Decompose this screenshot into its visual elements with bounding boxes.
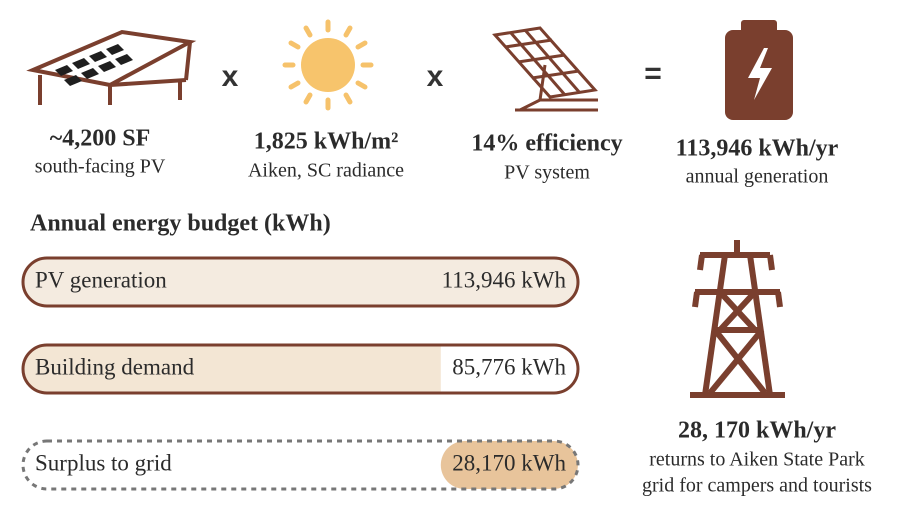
factor-label: ~4,200 SF [50,126,151,152]
solar-roof-icon [26,29,197,105]
bar-label: Surplus to grid [35,450,172,475]
factor-caption: Aiken, SC radiance [248,160,404,182]
bar-label: Building demand [35,354,195,379]
result-caption: annual generation [686,166,829,188]
grid-note-line: returns to Aiken State Park [649,449,865,471]
bar-label: PV generation [35,267,167,292]
bar-fill [440,441,578,489]
operator: x [427,60,444,93]
tower-icon [690,240,785,398]
sun-icon [282,19,374,111]
bar-value: 113,946 kWh [442,267,567,292]
grid-note-label: 28, 170 kWh/yr [678,418,836,444]
operator: = [644,57,662,90]
grid-note-line: grid for campers and tourists [642,475,872,497]
factor-label: 1,825 kWh/m² [254,129,399,155]
bar-outline [21,439,580,491]
solar-panel-icon [492,26,598,112]
bar-outline [21,343,580,395]
bar-fill [23,345,441,393]
battery-icon [725,20,793,120]
budget-title: Annual energy budget (kWh) [30,211,331,237]
result-label: 113,946 kWh/yr [676,136,839,162]
bar-outline [21,256,580,308]
bar-value: 28,170 kWh [452,450,566,475]
bar-value: 85,776 kWh [452,354,566,379]
factor-caption: PV system [504,162,590,184]
factor-caption: south-facing PV [35,156,166,178]
operator: x [222,60,239,93]
bar-fill [23,258,578,306]
factor-label: 14% efficiency [471,131,622,157]
